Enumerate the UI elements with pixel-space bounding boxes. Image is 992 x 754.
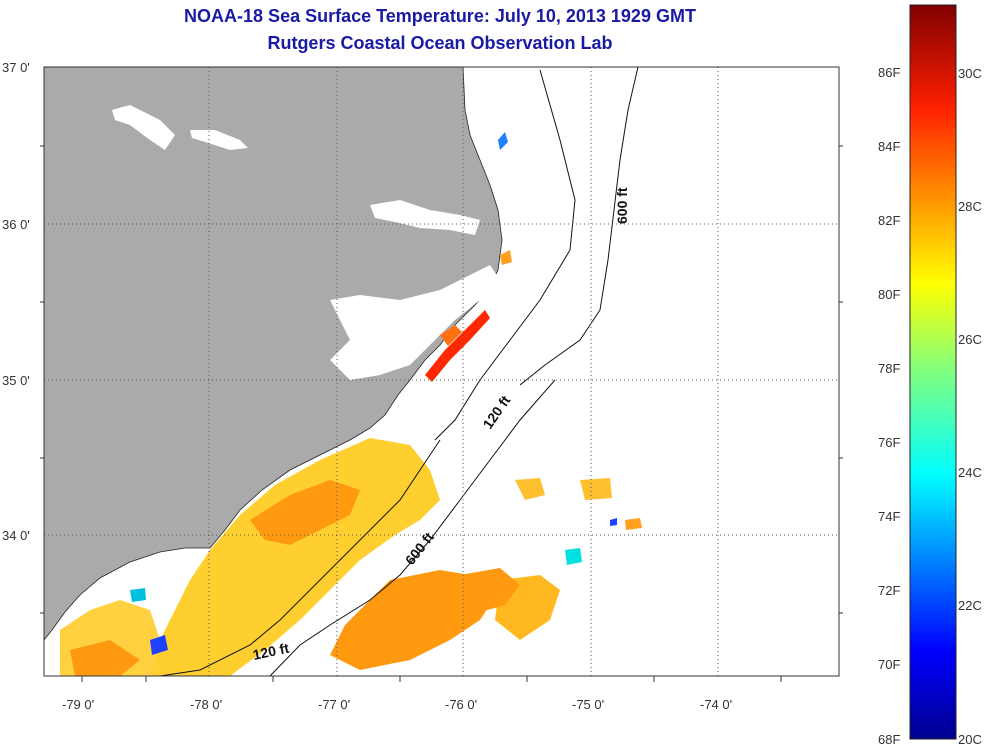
lon-label: -74 0': [700, 697, 732, 712]
colorbar-f-label: 76F: [878, 435, 900, 450]
lon-label: -79 0': [62, 697, 94, 712]
colorbar: [909, 4, 957, 740]
lon-label: -76 0': [445, 697, 477, 712]
colorbar-f-label: 80F: [878, 287, 900, 302]
contour-label: 120 ft: [251, 640, 290, 663]
colorbar-f-label: 68F: [878, 732, 900, 747]
map-border: [43, 66, 840, 677]
colorbar-c-label: 22C: [958, 598, 982, 613]
lon-label: -75 0': [572, 697, 604, 712]
colorbar-f-label: 82F: [878, 213, 900, 228]
inland-river: [112, 105, 175, 150]
colorbar-c-label: 26C: [958, 332, 982, 347]
colorbar-c-label: 30C: [958, 66, 982, 81]
lat-label: 37 0': [2, 60, 30, 75]
colorbar-f-label: 84F: [878, 139, 900, 154]
contour-120ft-south: [159, 439, 441, 676]
colorbar-f-label: 78F: [878, 361, 900, 376]
map-title: NOAA-18 Sea Surface Temperature: July 10…: [184, 6, 696, 26]
colorbar-f-label: 70F: [878, 657, 900, 672]
lat-label: 36 0': [2, 217, 30, 232]
contour-120ft-north: [434, 69, 576, 441]
contour-label: 600 ft: [614, 187, 630, 224]
lat-label: 35 0': [2, 373, 30, 388]
inland-river-2: [190, 130, 248, 150]
colorbar-f-label: 72F: [878, 583, 900, 598]
grid-lines: [44, 67, 839, 676]
colorbar-c-label: 28C: [958, 199, 982, 214]
map-subtitle: Rutgers Coastal Ocean Observation Lab: [267, 33, 613, 53]
lon-label: -78 0': [190, 697, 222, 712]
colorbar-c-label: 20C: [958, 732, 982, 747]
contour-600ft-south: [269, 379, 556, 676]
axis-ticks: [40, 145, 843, 682]
colorbar-f-label: 86F: [878, 65, 900, 80]
albemarle-sound: [370, 200, 480, 235]
lat-label: 34 0': [2, 528, 30, 543]
colorbar-f-label: 74F: [878, 509, 900, 524]
pamlico-sound: [330, 265, 500, 380]
contour-600ft-north: [519, 67, 639, 386]
sst-patches: [60, 132, 642, 676]
colorbar-c-label: 24C: [958, 465, 982, 480]
lon-label: -77 0': [318, 697, 350, 712]
